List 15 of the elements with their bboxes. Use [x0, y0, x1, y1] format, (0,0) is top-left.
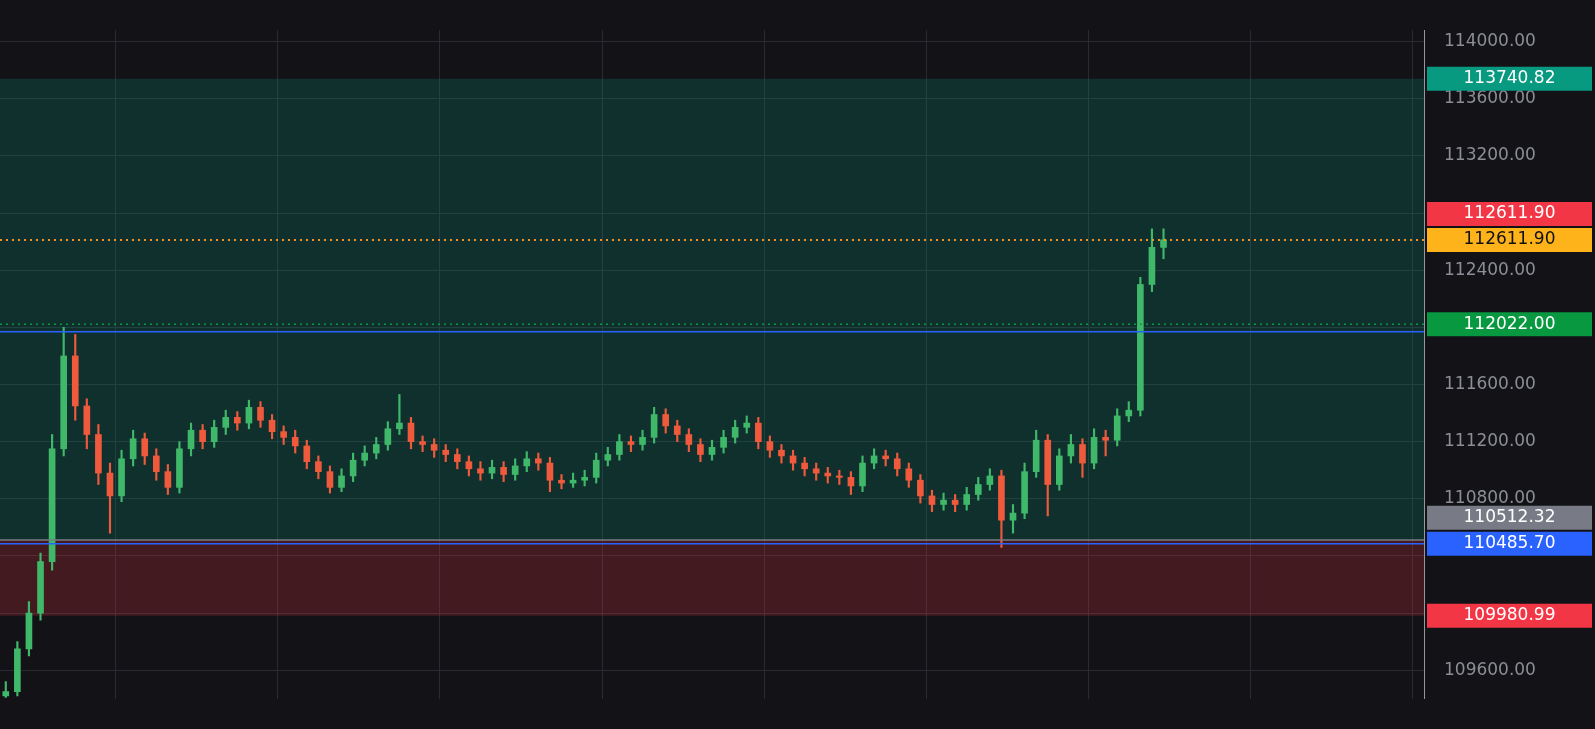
y-tick-label: 114000.00 — [1444, 30, 1536, 51]
band-label: 109980.99 — [1463, 604, 1556, 625]
y-tick-label: 111200.00 — [1444, 430, 1536, 451]
ref-line-label: 112611.90 — [1463, 228, 1556, 249]
y-tick-label: 109600.00 — [1444, 658, 1536, 679]
y-tick-label: 112400.00 — [1444, 258, 1536, 279]
ref-line-label: 110485.70 — [1463, 532, 1556, 553]
y-tick-label: 110800.00 — [1444, 487, 1536, 508]
ref-line-label: 110512.32 — [1463, 506, 1556, 527]
ref-line-label: 112611.90 — [1463, 202, 1556, 223]
y-tick-label: 111600.00 — [1444, 372, 1536, 393]
ref-line-label: 112022.00 — [1463, 312, 1556, 333]
y-tick-label: 113600.00 — [1444, 87, 1536, 108]
y-tick-label: 113200.00 — [1444, 144, 1536, 165]
band-label: 113740.82 — [1463, 67, 1556, 88]
